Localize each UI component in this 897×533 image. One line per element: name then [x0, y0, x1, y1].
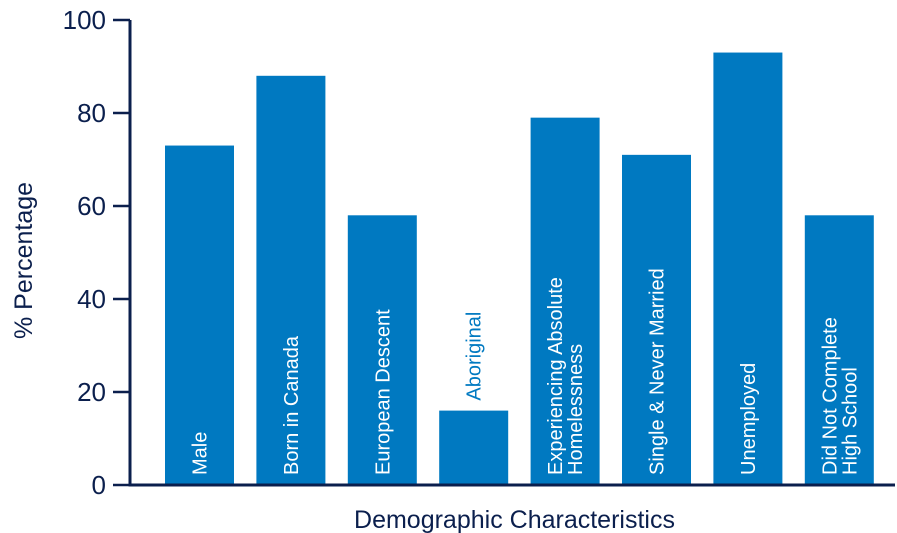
x-axis-title: Demographic Characteristics — [354, 506, 675, 533]
bar — [439, 410, 509, 485]
bar — [622, 154, 691, 485]
bar-category-label: Single & Never Married — [647, 268, 669, 475]
y-tick-label: 20 — [77, 377, 106, 407]
bar — [530, 117, 600, 486]
bar-category-label: European Descent — [372, 309, 394, 475]
bar — [256, 75, 326, 486]
y-tick-label: 60 — [77, 191, 106, 221]
bar — [165, 145, 234, 486]
y-axis-ticks: 0 20 40 60 80 100 — [63, 5, 130, 500]
y-tick-label: 40 — [77, 284, 106, 314]
bar-labels-group: Male Born in Canada European Descent Aborig… — [190, 268, 862, 475]
bar — [804, 215, 874, 486]
y-tick-label: 80 — [77, 98, 106, 128]
y-tick-label: 100 — [63, 5, 106, 35]
bar-category-label: Experiencing AbsoluteHomelessness — [545, 277, 587, 475]
bar-category-label: Unemployed — [738, 363, 760, 475]
bar — [347, 215, 417, 486]
bar-category-label: Born in Canada — [281, 335, 303, 475]
bar — [713, 52, 783, 486]
bar-category-label: Aboriginal — [464, 312, 486, 401]
y-tick-label: 0 — [92, 470, 106, 500]
bar-category-label: Male — [190, 432, 212, 475]
bars-group — [165, 52, 874, 486]
y-axis-title: % Percentage — [10, 182, 38, 339]
bar-category-label: Did Not CompleteHigh School — [819, 317, 861, 475]
